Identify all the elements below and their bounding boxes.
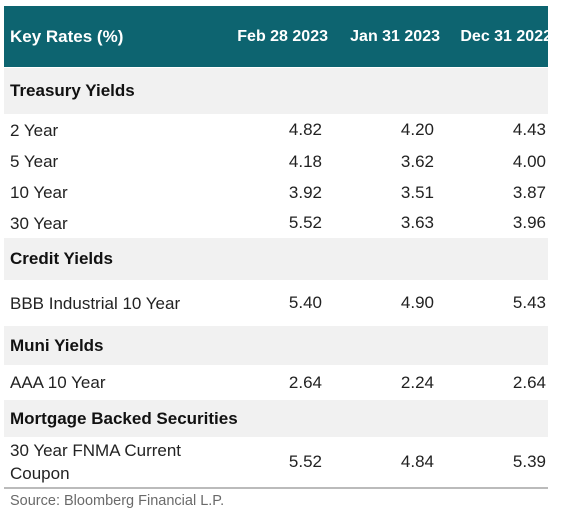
section-muni-yields: Muni Yields xyxy=(4,326,548,365)
cell-dec: 3.96 xyxy=(512,213,546,232)
table-row: 10 Year 3.92 3.51 3.87 xyxy=(4,177,548,208)
cell-feb: 3.92 xyxy=(288,182,322,202)
table-header: Key Rates (%) Feb 28 2023 Jan 31 2023 De… xyxy=(4,6,552,68)
row-label: BBB Industrial 10 Year xyxy=(10,293,181,313)
key-rates-table: Key Rates (%) Feb 28 2023 Jan 31 2023 De… xyxy=(4,6,552,487)
row-label: 2 Year xyxy=(10,120,59,140)
cell-dec: 5.43 xyxy=(512,293,546,312)
cell-dec: 2.64 xyxy=(512,372,546,392)
cell-jan: 4.84 xyxy=(400,452,434,471)
table-row: 2 Year 4.82 4.20 4.43 xyxy=(4,114,548,146)
table-row: 5 Year 4.18 3.62 4.00 xyxy=(4,146,548,177)
cell-jan: 3.62 xyxy=(400,151,434,171)
row-label: 10 Year xyxy=(10,183,68,202)
row-label: AAA 10 Year xyxy=(10,373,106,392)
table-row: BBB Industrial 10 Year 5.40 4.90 5.43 xyxy=(4,280,548,326)
header-key-rates: Key Rates (%) xyxy=(10,26,124,46)
cell-feb: 5.52 xyxy=(288,452,322,471)
cell-jan: 3.63 xyxy=(400,213,434,232)
cell-feb: 5.40 xyxy=(288,293,322,312)
table-row: AAA 10 Year 2.64 2.24 2.64 xyxy=(4,365,548,400)
cell-dec: 4.43 xyxy=(512,120,546,139)
cell-feb: 5.52 xyxy=(288,213,322,232)
cell-dec: 3.87 xyxy=(512,182,546,202)
cell-feb: 4.82 xyxy=(288,120,322,139)
cell-jan: 2.24 xyxy=(400,372,434,392)
header-feb-2023: Feb 28 2023 xyxy=(237,27,328,45)
cell-feb: 4.18 xyxy=(288,151,322,171)
table-row: 30 Year FNMA Current Coupon 5.52 4.84 5.… xyxy=(4,437,548,487)
cell-jan: 3.51 xyxy=(400,182,434,202)
table-row: 30 Year 5.52 3.63 3.96 xyxy=(4,208,548,238)
section-mortgage-backed-securities: Mortgage Backed Securities xyxy=(4,400,548,437)
cell-jan: 4.20 xyxy=(400,120,434,139)
section-treasury-yields: Treasury Yields xyxy=(4,68,548,114)
section-credit-yields: Credit Yields xyxy=(4,238,548,280)
cell-dec: 5.39 xyxy=(512,452,546,471)
cell-jan: 4.90 xyxy=(400,293,434,312)
header-dec-2022: Dec 31 2022 xyxy=(460,27,552,45)
row-label: 5 Year xyxy=(10,152,59,171)
row-label: 30 Year xyxy=(10,213,68,233)
header-jan-2023: Jan 31 2023 xyxy=(350,27,440,45)
cell-feb: 2.64 xyxy=(288,372,322,392)
cell-dec: 4.00 xyxy=(512,151,546,171)
row-label: 30 Year FNMA Current Coupon xyxy=(10,441,182,483)
source-note: Source: Bloomberg Financial L.P. xyxy=(10,493,225,509)
footer-divider xyxy=(4,487,548,489)
